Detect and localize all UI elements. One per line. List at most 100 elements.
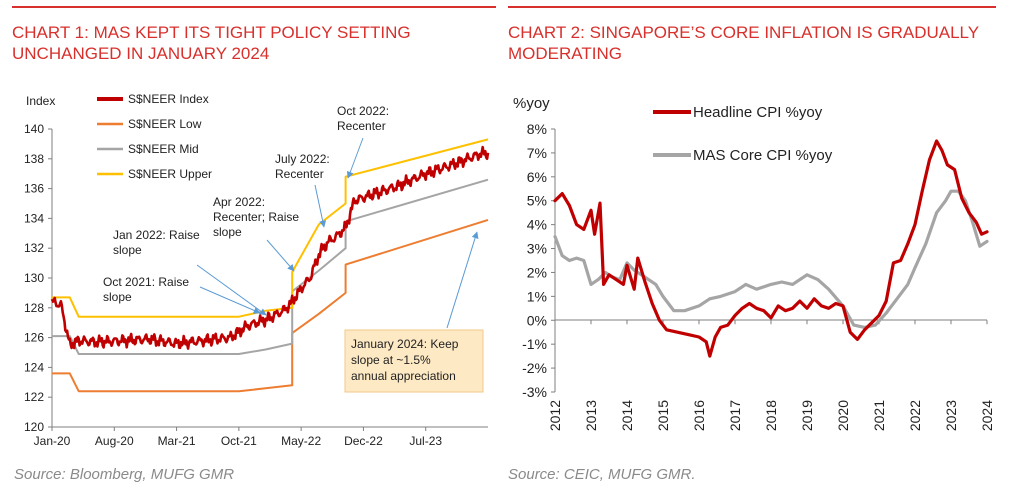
arrow-oct-2021 xyxy=(199,286,261,314)
x-tick-label-mar-21: Mar-21 xyxy=(158,434,196,448)
y2-tick-label-2: 2% xyxy=(527,264,547,280)
legend-label-index: S$NEER Index xyxy=(128,92,209,106)
x2-tick-label-2017: 2017 xyxy=(727,400,743,431)
y2-tick-label-4: 4% xyxy=(527,217,547,233)
chart2-plot: %yoy -3%-2%-1%0%1%2%3%4%5%6%7%8% 2012 201… xyxy=(513,95,995,431)
y-tick-label-134: 134 xyxy=(24,211,44,225)
chart1-title-line2: UNCHANGED IN JANUARY 2024 xyxy=(12,44,270,63)
svg-text:January 2024: Keep slo: January 2024: Keep slope at ~1.5% annual… xyxy=(351,337,462,383)
annotation-oct-2021-line1: Oct 2021: Raise xyxy=(103,275,189,289)
x-tick-label-may-22: May-22 xyxy=(281,434,321,448)
annotation-oct-2022: Oct 2022: Recenter xyxy=(337,104,389,179)
svg-text:Oct 2021: Raise slope: Oct 2021: Raise slope xyxy=(103,275,192,304)
series-s-neer-index xyxy=(50,145,490,350)
chart1-y-ticks: 120 122 124 126 128 130 132 134 136 138 140 xyxy=(24,122,52,434)
chart2-axes: %yoy xyxy=(513,95,987,392)
x2-tick-label-2022: 2022 xyxy=(907,400,923,431)
x2-tick-label-2015: 2015 xyxy=(655,400,671,431)
y2-tick-label-0: 0% xyxy=(527,312,547,328)
series-s-neer-mid xyxy=(52,178,489,355)
annotation-oct-2021-line2: slope xyxy=(103,290,132,304)
x-tick-label-jul-23: Jul-23 xyxy=(409,434,442,448)
y-tick-label-126: 126 xyxy=(24,331,44,345)
chart2-y-ticks: -3% -2% -1% 0% 1% 2% 3% 4% 5% 6% 7% 8% xyxy=(522,121,555,400)
chart1-source: Source: Bloomberg, MUFG GMR xyxy=(14,466,235,483)
annotation-apr-2022: Apr 2022: Recenter; Raise slope xyxy=(213,195,302,272)
chart2-y-axis-label: %yoy xyxy=(513,95,550,112)
x2-tick-label-2019: 2019 xyxy=(799,400,815,431)
x2-tick-label-2024: 2024 xyxy=(979,400,995,431)
x-tick-label-oct-21: Oct-21 xyxy=(221,434,257,448)
annotation-jan-2022-line2: slope xyxy=(113,243,142,257)
chart2-source: Source: CEIC, MUFG GMR. xyxy=(508,466,696,483)
chart1-title-line1: CHART 1: MAS KEPT ITS TIGHT POLICY SETTI… xyxy=(12,23,411,42)
x-tick-label-aug-20: Aug-20 xyxy=(95,434,134,448)
annotation-jan-2024-line2: slope at ~1.5% xyxy=(351,353,431,367)
chart1-y-axis-label: Index xyxy=(26,94,55,108)
y2-tick-label-1: 1% xyxy=(527,288,547,304)
annotation-jan-2024: January 2024: Keep slope at ~1.5% annual… xyxy=(344,231,484,393)
x2-tick-label-2013: 2013 xyxy=(583,400,599,431)
y-tick-label-140: 140 xyxy=(24,122,44,136)
chart1-title: CHART 1: MAS KEPT ITS TIGHT POLICY SETTI… xyxy=(12,22,411,64)
annotation-jan-2024-line3: annual appreciation xyxy=(351,369,456,383)
annotation-jul-2022-line2: Recenter xyxy=(275,167,324,181)
chart2-legend: Headline CPI %yoy MAS Core CPI %yoy xyxy=(653,104,833,164)
y2-tick-label-2: -2% xyxy=(522,360,547,376)
annotation-oct-2022-line2: Recenter xyxy=(337,119,386,133)
y2-tick-label-5: 5% xyxy=(527,193,547,209)
series-s-neer-upper xyxy=(52,138,489,318)
x2-tick-label-2016: 2016 xyxy=(691,400,707,431)
y2-tick-label-6: 6% xyxy=(527,169,547,185)
y2-tick-label-8: 8% xyxy=(527,121,547,137)
y-tick-label-128: 128 xyxy=(24,301,44,315)
x2-tick-label-2021: 2021 xyxy=(871,400,887,431)
chart2-title-rule xyxy=(508,6,996,8)
y2-tick-label-3: 3% xyxy=(527,241,547,257)
y-tick-label-124: 124 xyxy=(24,360,44,374)
x-tick-label-dec-22: Dec-22 xyxy=(344,434,383,448)
annotation-jan-2022-line1: Jan 2022: Raise xyxy=(113,228,200,242)
arrow-apr-2022 xyxy=(266,239,295,272)
annotation-jan-2024-line1: January 2024: Keep xyxy=(351,337,459,351)
y-tick-label-138: 138 xyxy=(24,152,44,166)
y-tick-label-130: 130 xyxy=(24,271,44,285)
y2-tick-label-7: 7% xyxy=(527,145,547,161)
chart1-legend: S$NEER Index S$NEER Low S$NEER Mid S$NEE… xyxy=(97,92,212,181)
annotation-jan-2024-box xyxy=(344,329,484,393)
chart2-title-line2: MODERATING xyxy=(508,44,622,63)
arrow-oct-2022 xyxy=(346,137,364,179)
chart1-x-ticks: Jan-20 Aug-20 Mar-21 Oct-21 May-22 Dec-22 Jul-… xyxy=(34,427,442,448)
annotation-apr-2022-line2: Recenter; Raise xyxy=(213,210,299,224)
y-tick-label-120: 120 xyxy=(24,420,44,434)
x2-tick-label-2014: 2014 xyxy=(619,400,635,431)
arrow-jan-2022 xyxy=(196,264,267,316)
svg-text:Apr 2022: Recenter; Ra: Apr 2022: Recenter; Raise slope xyxy=(213,195,302,239)
annotation-jul-2022-line1: July 2022: xyxy=(275,152,330,166)
annotation-apr-2022-line3: slope xyxy=(213,225,242,239)
chart1-title-rule xyxy=(12,6,496,8)
legend-label-upper: S$NEER Upper xyxy=(128,167,212,181)
legend-label-core: MAS Core CPI %yoy xyxy=(693,147,833,164)
legend-label-low: S$NEER Low xyxy=(128,117,202,131)
svg-text:Jan 2022: Raise slope: Jan 2022: Raise slope xyxy=(113,228,203,257)
y-tick-label-136: 136 xyxy=(24,182,44,196)
legend-label-mid: S$NEER Mid xyxy=(128,142,199,156)
y-tick-label-122: 122 xyxy=(24,390,44,404)
chart2-title-line1: CHART 2: SINGAPORE’S CORE INFLATION IS G… xyxy=(508,23,980,42)
annotation-oct-2022-line1: Oct 2022: xyxy=(337,104,389,118)
x2-tick-label-2020: 2020 xyxy=(835,400,851,431)
svg-text:July 2022: Recenter: July 2022: Recenter xyxy=(275,152,333,181)
chart1-annotations: Oct 2021: Raise slope Jan 2022: Raise sl… xyxy=(103,104,484,393)
series-mas-core-cpi-yoy xyxy=(553,189,989,329)
chart1-plot: Index 120122124126128130132134136138140 … xyxy=(24,92,490,448)
y-tick-label-132: 132 xyxy=(24,241,44,255)
x2-tick-label-2018: 2018 xyxy=(763,400,779,431)
y2-tick-label-1: -1% xyxy=(522,336,547,352)
series-s-neer-low xyxy=(52,218,489,393)
x-tick-label-jan-20: Jan-20 xyxy=(34,434,71,448)
annotation-jul-2022: July 2022: Recenter xyxy=(275,152,333,228)
annotation-jan-2022: Jan 2022: Raise slope xyxy=(113,228,267,316)
arrow-jul-2022 xyxy=(314,184,327,228)
y2-tick-label-3: -3% xyxy=(522,384,547,400)
